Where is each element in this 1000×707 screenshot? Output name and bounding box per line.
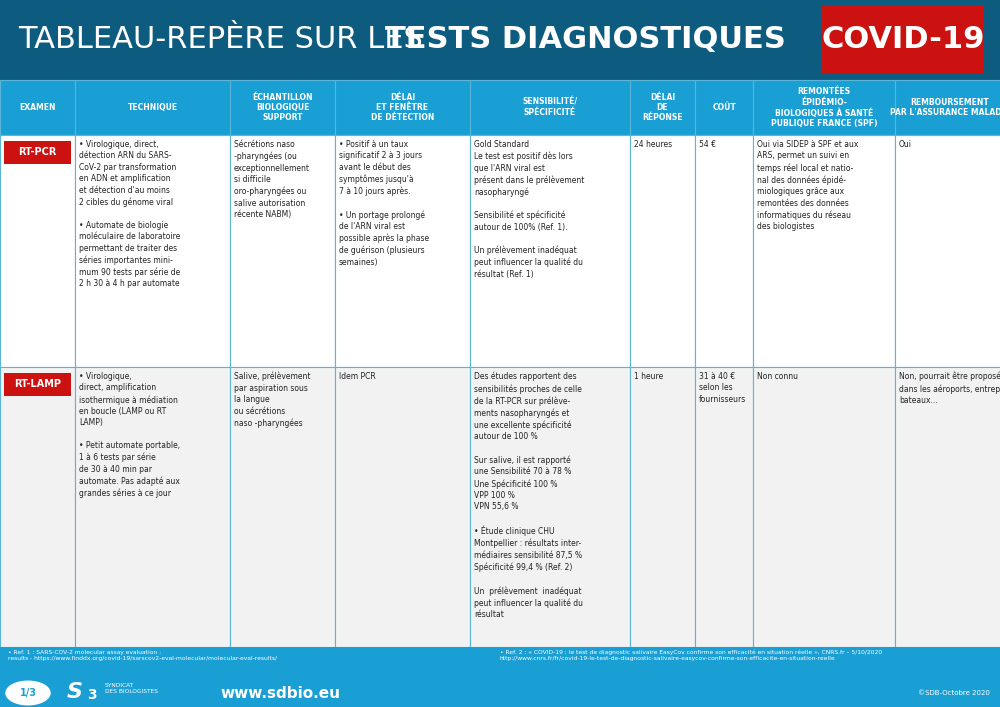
- Bar: [0, 647, 1000, 679]
- Text: 3: 3: [87, 688, 97, 702]
- Bar: [695, 367, 753, 647]
- Text: 24 heures: 24 heures: [634, 140, 672, 149]
- Bar: [4, 373, 71, 396]
- Bar: [230, 135, 335, 367]
- Text: RT-LAMP: RT-LAMP: [14, 380, 61, 390]
- Text: Des études rapportent des
sensibilités proches de celle
de la RT-PCR sur prélève: Des études rapportent des sensibilités p…: [474, 372, 583, 619]
- Bar: [753, 80, 895, 135]
- Text: www.sdbio.eu: www.sdbio.eu: [220, 686, 340, 701]
- Bar: [895, 367, 1000, 647]
- Bar: [470, 80, 630, 135]
- Text: EXAMEN: EXAMEN: [19, 103, 56, 112]
- Bar: [470, 367, 630, 647]
- Bar: [753, 367, 895, 647]
- Text: • Positif à un taux
significatif 2 à 3 jours
avant le début des
symptômes jusqu': • Positif à un taux significatif 2 à 3 j…: [339, 140, 429, 267]
- Bar: [695, 135, 753, 367]
- Bar: [75, 135, 230, 367]
- Bar: [335, 367, 470, 647]
- Text: TESTS DIAGNOSTIQUES: TESTS DIAGNOSTIQUES: [385, 25, 786, 54]
- Text: TECHNIQUE: TECHNIQUE: [127, 103, 178, 112]
- Bar: [4, 141, 71, 164]
- Text: Salive, prélèvement
par aspiration sous
la langue
ou sécrétions
naso -pharyngées: Salive, prélèvement par aspiration sous …: [234, 372, 310, 428]
- Text: COVID-19: COVID-19: [821, 25, 985, 54]
- Text: • Ref. 1 : SARS-COV-2 molecular assay evaluation :
results - https://www.finddx.: • Ref. 1 : SARS-COV-2 molecular assay ev…: [8, 650, 277, 661]
- Text: • Virologique,
direct, amplification
isothermique à médiation
en boucle (LAMP ou: • Virologique, direct, amplification iso…: [79, 372, 180, 498]
- Bar: [75, 367, 230, 647]
- Text: ÉCHANTILLON
BIOLOGIQUE
SUPPORT: ÉCHANTILLON BIOLOGIQUE SUPPORT: [252, 93, 313, 122]
- Text: REMBOURSEMENT
PAR L'ASSURANCE MALADIE: REMBOURSEMENT PAR L'ASSURANCE MALADIE: [890, 98, 1000, 117]
- Bar: [0, 80, 75, 135]
- Text: SENSIBILITÉ/
SPÉCIFICITÉ: SENSIBILITÉ/ SPÉCIFICITÉ: [522, 98, 578, 117]
- Bar: [895, 135, 1000, 367]
- Text: COÛT: COÛT: [712, 103, 736, 112]
- Bar: [0, 112, 1000, 679]
- Text: Non connu: Non connu: [757, 372, 798, 381]
- Text: 31 à 40 €
selon les
fournisseurs: 31 à 40 € selon les fournisseurs: [699, 372, 746, 404]
- Bar: [0, 679, 1000, 707]
- Text: Non, pourrait être proposé
dans les aéroports, entreprises,
bateaux...: Non, pourrait être proposé dans les aéro…: [899, 372, 1000, 405]
- Text: Idem PCR: Idem PCR: [339, 372, 376, 381]
- Bar: [335, 135, 470, 367]
- Bar: [822, 6, 984, 74]
- Text: TABLEAU-REPÈRE SUR LES: TABLEAU-REPÈRE SUR LES: [18, 25, 433, 54]
- Bar: [0, 367, 75, 647]
- Text: DÉLAI
DE
RÉPONSE: DÉLAI DE RÉPONSE: [642, 93, 683, 122]
- Text: 1/3: 1/3: [20, 688, 36, 698]
- Text: S: S: [67, 682, 83, 701]
- Text: • Ref. 2 : « COVID-19 : le test de diagnostic salivaire EasyCov confirme son eff: • Ref. 2 : « COVID-19 : le test de diagn…: [500, 650, 882, 661]
- Bar: [75, 80, 230, 135]
- Bar: [695, 80, 753, 135]
- Text: Sécrétions naso
-pharyngées (ou
exceptionnellement
si difficile
oro-pharyngées o: Sécrétions naso -pharyngées (ou exceptio…: [234, 140, 310, 219]
- Text: SYNDICAT
DES BIOLOGISTES: SYNDICAT DES BIOLOGISTES: [105, 684, 158, 694]
- Text: 1 heure: 1 heure: [634, 372, 663, 381]
- Bar: [753, 135, 895, 367]
- Bar: [630, 367, 695, 647]
- Bar: [335, 80, 470, 135]
- Bar: [630, 80, 695, 135]
- Text: DÉLAI
ET FENÊTRE
DE DÉTECTION: DÉLAI ET FENÊTRE DE DÉTECTION: [371, 93, 434, 122]
- Text: Oui: Oui: [899, 140, 912, 149]
- Bar: [0, 135, 75, 367]
- Text: 54 €: 54 €: [699, 140, 716, 149]
- Bar: [470, 135, 630, 367]
- Bar: [230, 367, 335, 647]
- Text: ©SDB-Octobre 2020: ©SDB-Octobre 2020: [918, 690, 990, 696]
- Text: RT-PCR: RT-PCR: [18, 147, 57, 158]
- Bar: [895, 80, 1000, 135]
- Text: REMONTÉES
ÉPIDÉMIO-
BIOLOGIQUES À SANTÉ
PUBLIQUE FRANCE (SPF): REMONTÉES ÉPIDÉMIO- BIOLOGIQUES À SANTÉ …: [771, 87, 877, 128]
- Text: Gold Standard
Le test est positif dès lors
que l'ARN viral est
présent dans le p: Gold Standard Le test est positif dès lo…: [474, 140, 584, 279]
- Text: Oui via SIDEP à SPF et aux
ARS, permet un suivi en
temps réel local et natio-
na: Oui via SIDEP à SPF et aux ARS, permet u…: [757, 140, 858, 231]
- Bar: [230, 80, 335, 135]
- Bar: [630, 135, 695, 367]
- Ellipse shape: [6, 682, 50, 705]
- Text: • Virologique, direct,
détection ARN du SARS-
CoV-2 par transformation
en ADN et: • Virologique, direct, détection ARN du …: [79, 140, 180, 288]
